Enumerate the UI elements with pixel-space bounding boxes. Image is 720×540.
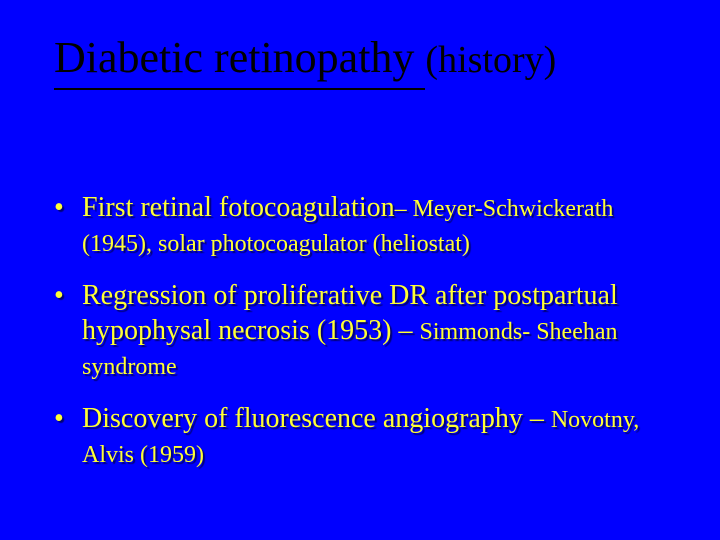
bullet-item: • Regression of proliferative DR after p… [54, 278, 672, 383]
slide-title: Diabetic retinopathy (history) [54, 32, 666, 83]
bullet-content: Regression of proliferative DR after pos… [82, 278, 672, 383]
bullet-text-large: Discovery of fluorescence angiography – [82, 403, 551, 434]
bullet-marker: • [54, 278, 82, 383]
title-sub: (history) [425, 39, 556, 81]
slide: Diabetic retinopathy (history) • First r… [0, 0, 720, 540]
title-main: Diabetic retinopathy [54, 33, 425, 90]
bullet-text-large: First retinal fotocoagulation [82, 192, 395, 223]
bullet-item: • First retinal fotocoagulation– Meyer-S… [54, 190, 672, 260]
bullet-item: • Discovery of fluorescence angiography … [54, 401, 672, 471]
bullet-content: First retinal fotocoagulation– Meyer-Sch… [82, 190, 672, 260]
bullet-content: Discovery of fluorescence angiography – … [82, 401, 672, 471]
bullet-marker: • [54, 401, 82, 471]
bullet-marker: • [54, 190, 82, 260]
slide-body: • First retinal fotocoagulation– Meyer-S… [54, 190, 672, 489]
